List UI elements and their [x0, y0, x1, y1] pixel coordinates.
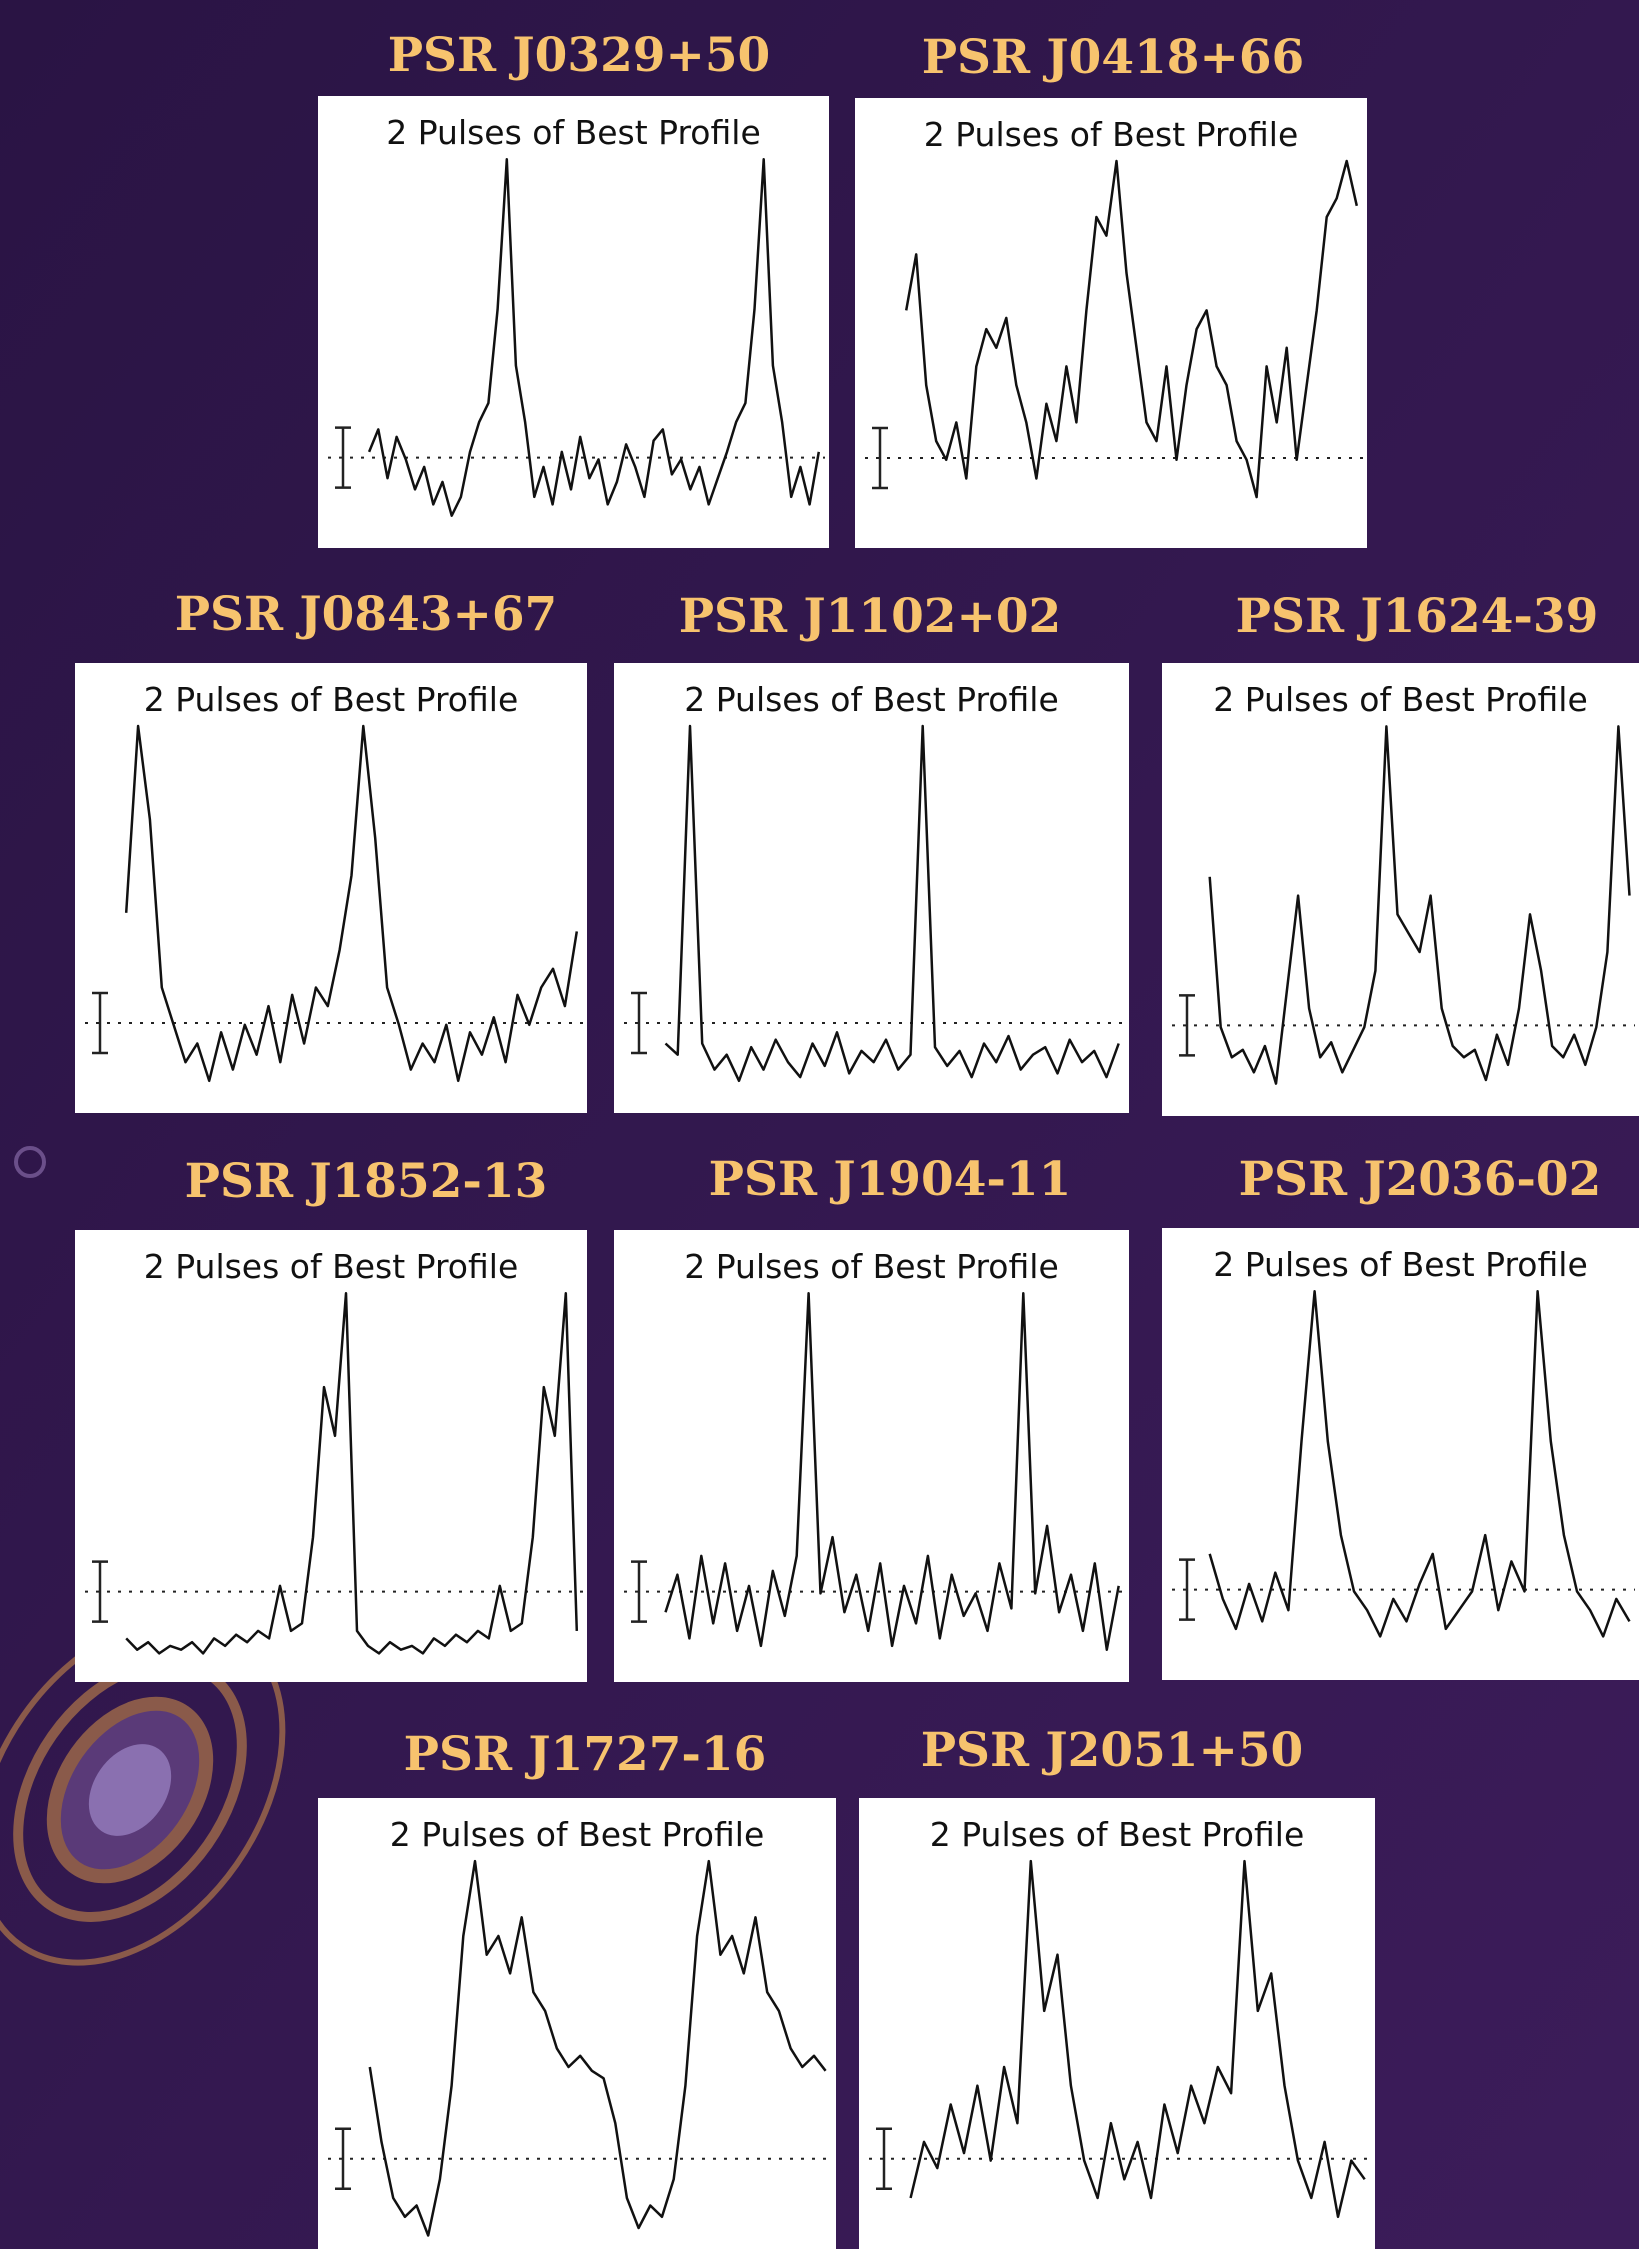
plot-frame — [859, 1798, 1375, 2249]
panel-title: PSR J1852-13 — [185, 1154, 548, 1209]
profile-panel: PSR J1102+02 2 Pulses of Best Profile — [614, 589, 1129, 1113]
panel-title: PSR J2036-02 — [1239, 1152, 1602, 1207]
plot-subtitle: 2 Pulses of Best Profile — [1213, 680, 1588, 719]
plot-subtitle: 2 Pulses of Best Profile — [684, 680, 1059, 719]
plot-frame — [318, 1798, 836, 2249]
plot-subtitle: 2 Pulses of Best Profile — [1213, 1245, 1588, 1284]
profile-panel: PSR J2036-02 2 Pulses of Best Profile — [1162, 1152, 1639, 1680]
profile-panel: PSR J1624-39 2 Pulses of Best Profile — [1162, 589, 1639, 1116]
plot-subtitle: 2 Pulses of Best Profile — [144, 680, 519, 719]
profile-panel: PSR J0329+50 2 Pulses of Best Profile — [318, 28, 829, 548]
panel-title: PSR J1904-11 — [709, 1152, 1072, 1207]
profile-panel: PSR J1904-11 2 Pulses of Best Profile — [614, 1152, 1129, 1682]
panel-title: PSR J1102+02 — [679, 589, 1062, 644]
plot-frame — [75, 1230, 587, 1682]
panel-title: PSR J1727-16 — [404, 1727, 767, 1782]
plot-subtitle: 2 Pulses of Best Profile — [924, 115, 1299, 154]
profile-panel: PSR J2051+50 2 Pulses of Best Profile — [859, 1723, 1375, 2249]
panel-title: PSR J0329+50 — [388, 28, 771, 83]
panel-title: PSR J0418+66 — [922, 30, 1305, 85]
slide: PSR J0329+502 Pulses of Best ProfilePSR … — [0, 0, 1639, 2249]
plot-subtitle: 2 Pulses of Best Profile — [390, 1815, 765, 1854]
profile-panel: PSR J0843+67 2 Pulses of Best Profile — [75, 587, 587, 1113]
panel-title: PSR J1624-39 — [1236, 589, 1599, 644]
plot-frame — [855, 98, 1367, 548]
plot-frame — [75, 663, 587, 1113]
profile-panel: PSR J1852-13 2 Pulses of Best Profile — [75, 1154, 587, 1682]
panel-title: PSR J2051+50 — [921, 1723, 1304, 1778]
plot-subtitle: 2 Pulses of Best Profile — [684, 1247, 1059, 1286]
profile-panel: PSR J0418+66 2 Pulses of Best Profile — [855, 30, 1367, 548]
plot-subtitle: 2 Pulses of Best Profile — [386, 113, 761, 152]
profile-panel: PSR J1727-16 2 Pulses of Best Profile — [318, 1727, 836, 2249]
plot-subtitle: 2 Pulses of Best Profile — [144, 1247, 519, 1286]
panel-title: PSR J0843+67 — [175, 587, 558, 642]
plot-subtitle: 2 Pulses of Best Profile — [930, 1815, 1305, 1854]
